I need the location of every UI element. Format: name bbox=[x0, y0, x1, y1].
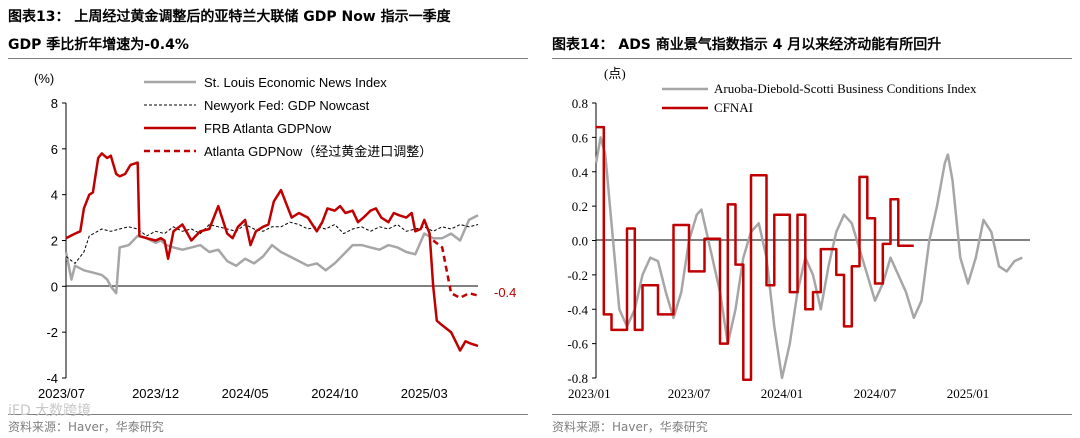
right-x-tick-label: 2025/01 bbox=[947, 386, 990, 401]
left-y-tick-label: -2 bbox=[46, 325, 58, 340]
left-x-tick-label: 2025/03 bbox=[401, 386, 448, 401]
right-x-tick-label: 2023/07 bbox=[668, 386, 711, 401]
left-x-tick-label: 2023/07 bbox=[38, 386, 85, 401]
right-y-ticks: 0.8 0.6 0.4 0.2 0.0 -0.2 -0.4 -0.6 -0.8 bbox=[567, 96, 596, 386]
left-series-line-0 bbox=[64, 214, 479, 295]
left-x-tick-label: 2024/05 bbox=[222, 386, 269, 401]
left-y-tick-label: -4 bbox=[46, 371, 58, 386]
left-series-line-1 bbox=[65, 221, 479, 264]
right-y-tick-label: -0.4 bbox=[567, 302, 588, 317]
left-title-line2: GDP 季比折年增速为-0.4% bbox=[8, 37, 189, 53]
left-series-line-2 bbox=[65, 152, 479, 352]
right-title-rule bbox=[552, 58, 1072, 59]
right-legend: Aruoba-Diebold-Scotti Business Condition… bbox=[662, 81, 977, 115]
left-y-tick-label: 0 bbox=[51, 279, 58, 294]
right-series-line-0 bbox=[594, 136, 1023, 380]
left-title-rule bbox=[8, 58, 528, 59]
right-x-tick-label: 2023/01 bbox=[568, 386, 611, 401]
right-x-tick-label: 2024/01 bbox=[761, 386, 804, 401]
left-legend: St. Louis Economic News Index Newyork Fe… bbox=[144, 75, 432, 159]
left-x-ticks: 2023/07 2023/12 2024/05 2024/10 2025/03 bbox=[38, 386, 448, 401]
right-source: 资料来源：Haver，华泰研究 bbox=[552, 420, 708, 434]
right-y-tick-label: -0.8 bbox=[567, 371, 588, 386]
legend-label-atlanta-adj: Atlanta GDPNow（经过黄金进口调整） bbox=[204, 144, 432, 159]
left-x-tick-label: 2024/10 bbox=[311, 386, 358, 401]
left-series-line-3 bbox=[432, 239, 479, 300]
left-watermark: iFD 大数跨境 bbox=[8, 403, 92, 419]
right-x-tick-label: 2024/07 bbox=[854, 386, 897, 401]
left-y-tick-label: 2 bbox=[51, 234, 58, 249]
left-title-line1: 图表13： 上周经过黄金调整后的亚特兰大联储 GDP Now 指示一季度 bbox=[8, 9, 451, 25]
right-title: 图表14： ADS 商业景气指数指示 4 月以来经济动能有所回升 bbox=[552, 37, 942, 53]
right-chart: (点) 0.8 0.6 0.4 0.2 0.0 -0.2 -0.4 -0.6 -0.8 2023… bbox=[567, 66, 1030, 401]
right-series-line-1 bbox=[596, 125, 914, 381]
legend-label-ads: Aruoba-Diebold-Scotti Business Condition… bbox=[714, 81, 977, 96]
left-x-tick-label: 2023/12 bbox=[132, 386, 179, 401]
left-y-tick-label: 4 bbox=[51, 188, 58, 203]
right-y-unit: (点) bbox=[604, 66, 626, 81]
right-y-tick-label: 0.6 bbox=[572, 130, 589, 145]
left-y-tick-label: 6 bbox=[51, 142, 58, 157]
right-y-tick-label: 0.0 bbox=[572, 234, 588, 249]
right-y-tick-label: -0.2 bbox=[567, 268, 588, 283]
left-y-tick-label: 8 bbox=[51, 96, 58, 111]
left-end-label: -0.4 bbox=[494, 285, 516, 300]
legend-label-nyfed: Newyork Fed: GDP Nowcast bbox=[204, 98, 370, 113]
right-y-tick-label: -0.6 bbox=[567, 337, 588, 352]
right-x-ticks: 2023/01 2023/07 2024/01 2024/07 2025/01 bbox=[568, 386, 989, 401]
legend-label-cfnai: CFNAI bbox=[714, 100, 753, 115]
right-y-tick-label: 0.4 bbox=[572, 165, 589, 180]
legend-label-stlouis: St. Louis Economic News Index bbox=[204, 75, 387, 90]
legend-label-atlanta: FRB Atlanta GDPNow bbox=[204, 121, 332, 136]
left-source: 资料来源：Haver，华泰研究 bbox=[8, 420, 164, 434]
right-bottom-rule bbox=[552, 414, 1072, 415]
left-bottom-rule bbox=[8, 414, 528, 415]
left-y-unit: (%) bbox=[34, 71, 54, 86]
left-y-ticks: 8 6 4 2 0 -2 -4 bbox=[46, 96, 66, 386]
right-y-tick-label: 0.2 bbox=[572, 199, 588, 214]
right-y-tick-label: 0.8 bbox=[572, 96, 588, 111]
left-chart: (%) 8 6 4 2 0 -2 -4 2023/07 2023/12 2024/05 2024/… bbox=[34, 71, 516, 401]
